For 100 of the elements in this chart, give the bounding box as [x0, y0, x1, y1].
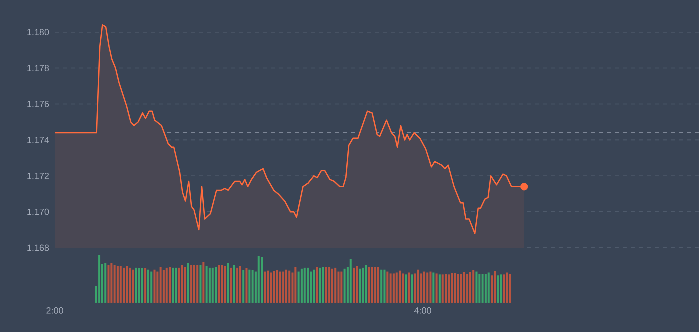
x-tick-label: 4:00 — [414, 308, 432, 314]
bar — [414, 274, 416, 303]
bar — [300, 268, 303, 303]
bar — [230, 268, 232, 303]
bar — [288, 270, 291, 303]
bar — [426, 272, 429, 303]
bar — [202, 262, 205, 303]
bar — [482, 274, 484, 303]
bar — [384, 270, 386, 303]
bar — [316, 266, 318, 303]
bar — [338, 272, 340, 303]
bar — [436, 274, 438, 303]
bar — [304, 268, 306, 303]
bar — [340, 272, 343, 303]
bar — [509, 274, 512, 303]
bar — [319, 268, 322, 303]
bar — [221, 265, 224, 303]
bar — [261, 257, 264, 303]
bar — [362, 268, 364, 303]
bar — [325, 266, 328, 303]
bar — [129, 268, 132, 303]
bar — [233, 265, 236, 303]
bar — [110, 263, 113, 303]
bar — [478, 274, 481, 303]
bar — [120, 266, 122, 303]
bar — [208, 268, 211, 303]
bar — [282, 272, 285, 303]
bar — [270, 272, 272, 303]
bar — [350, 259, 352, 303]
bar — [206, 266, 208, 303]
bar — [258, 256, 260, 303]
bar — [448, 274, 450, 303]
bar — [126, 266, 128, 303]
bar — [359, 268, 362, 303]
y-tick-label: 1.172 — [28, 172, 50, 180]
bar — [144, 268, 147, 303]
bar — [175, 268, 178, 303]
bar — [227, 263, 230, 303]
bar — [484, 274, 487, 303]
bar — [193, 265, 196, 303]
bar — [98, 254, 101, 303]
bar — [212, 268, 214, 303]
y-tick-label: 1.174 — [28, 137, 50, 144]
bar — [294, 266, 297, 303]
bar — [218, 265, 220, 303]
y-tick-label: 1.178 — [28, 65, 50, 72]
bar — [239, 266, 242, 303]
bar — [184, 266, 186, 303]
bar — [172, 268, 174, 303]
bar — [307, 268, 310, 303]
bar — [135, 268, 138, 303]
bar — [138, 268, 140, 303]
bar — [200, 265, 202, 303]
bar — [310, 272, 312, 303]
bar — [463, 272, 466, 303]
bar — [411, 274, 414, 303]
bar — [377, 266, 380, 303]
bar — [178, 268, 180, 303]
bar — [380, 270, 383, 303]
bar — [116, 266, 119, 303]
bar — [181, 265, 184, 303]
bar — [196, 265, 199, 303]
bar — [374, 266, 377, 303]
bar — [451, 273, 454, 303]
bar — [423, 272, 426, 303]
bar — [132, 270, 134, 303]
bar — [279, 272, 282, 303]
bar — [390, 274, 392, 303]
bar — [248, 270, 251, 303]
bar — [344, 268, 346, 303]
bar — [417, 270, 420, 303]
y-tick-label: 1.170 — [28, 208, 50, 216]
bar — [466, 274, 469, 303]
bar — [442, 274, 444, 303]
bar — [190, 265, 193, 303]
bar — [215, 266, 218, 303]
bar — [267, 270, 270, 303]
bar — [285, 270, 288, 303]
bar — [396, 272, 398, 303]
bar — [236, 268, 239, 303]
bar — [506, 272, 508, 303]
bar — [472, 270, 475, 303]
bar — [491, 276, 493, 303]
bar — [154, 270, 156, 303]
bar — [356, 266, 358, 303]
bar — [334, 268, 337, 303]
bar — [430, 272, 432, 303]
bar — [497, 276, 500, 303]
bar — [150, 272, 153, 303]
bar — [402, 274, 404, 303]
x-tick-label: 2:00 — [46, 308, 64, 314]
bar — [187, 263, 190, 303]
bar — [160, 266, 162, 303]
bar — [371, 266, 374, 303]
bar — [454, 273, 456, 303]
bar — [399, 270, 402, 303]
bar — [264, 272, 266, 303]
bar — [445, 274, 447, 303]
bar — [331, 268, 334, 303]
bar — [166, 268, 168, 303]
